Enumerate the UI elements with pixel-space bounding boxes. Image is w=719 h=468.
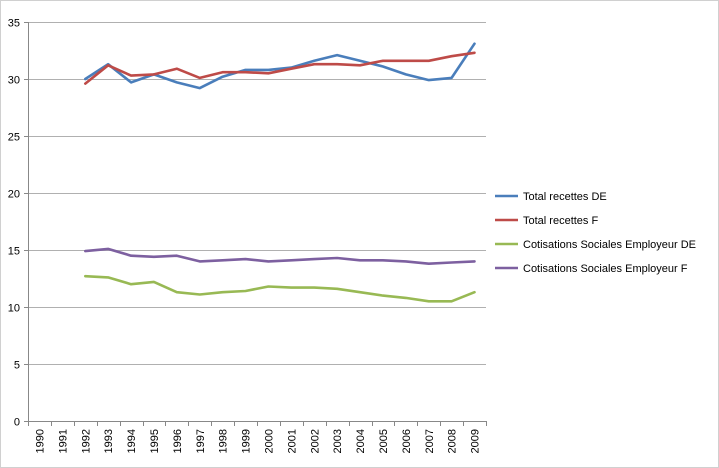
x-tick-label: 2003 [332,429,344,453]
x-tick-label: 1990 [34,429,46,453]
legend-label-2: Total recettes F [523,215,598,227]
x-tick-label: 1998 [218,429,230,453]
x-tick-label: 1995 [149,429,161,453]
x-tick-label: 1994 [126,429,138,453]
x-tick-label: 2008 [447,429,459,453]
legend-label-1: Total recettes DE [523,191,607,203]
x-tick-label: 1991 [57,429,69,453]
x-tick-label: 2006 [401,429,413,453]
series-lines [84,42,476,303]
y-tick-label: 25 [8,132,20,144]
x-tick-label: 1993 [103,429,115,453]
x-tick-label: 1997 [195,429,207,453]
series-line-2 [84,51,476,85]
x-tick-label: 2005 [378,429,390,453]
y-tick-label: 0 [14,417,20,429]
x-tick-label: 2004 [355,429,367,453]
series-line-3 [84,274,476,303]
series-line-4 [84,247,476,266]
y-tick-label: 20 [8,189,20,201]
y-tick-label: 30 [8,75,20,87]
y-tick-label: 15 [8,246,20,258]
x-tick-label: 2000 [263,429,275,453]
x-tick-label: 2007 [424,429,436,453]
x-tick-label: 2002 [309,429,321,453]
y-tick-label: 5 [14,360,20,372]
y-tick-label: 35 [8,18,20,30]
x-tick-label: 1999 [241,429,253,453]
legend: Total recettes DE Total recettes F Cotisat… [495,191,696,275]
x-tick-label: 2001 [286,429,298,453]
x-tick-label: 2009 [470,429,482,453]
legend-label-4: Cotisations Sociales Employeur F [523,263,688,275]
legend-label-3: Cotisations Sociales Employeur DE [523,239,696,251]
x-tick-label: 1996 [172,429,184,453]
x-tick-label: 1992 [80,429,92,453]
axes: 0 5 10 15 20 25 30 35 1990 1991 1992 1993 1994 1995 19… [8,18,487,453]
y-tick-label: 10 [8,303,20,315]
